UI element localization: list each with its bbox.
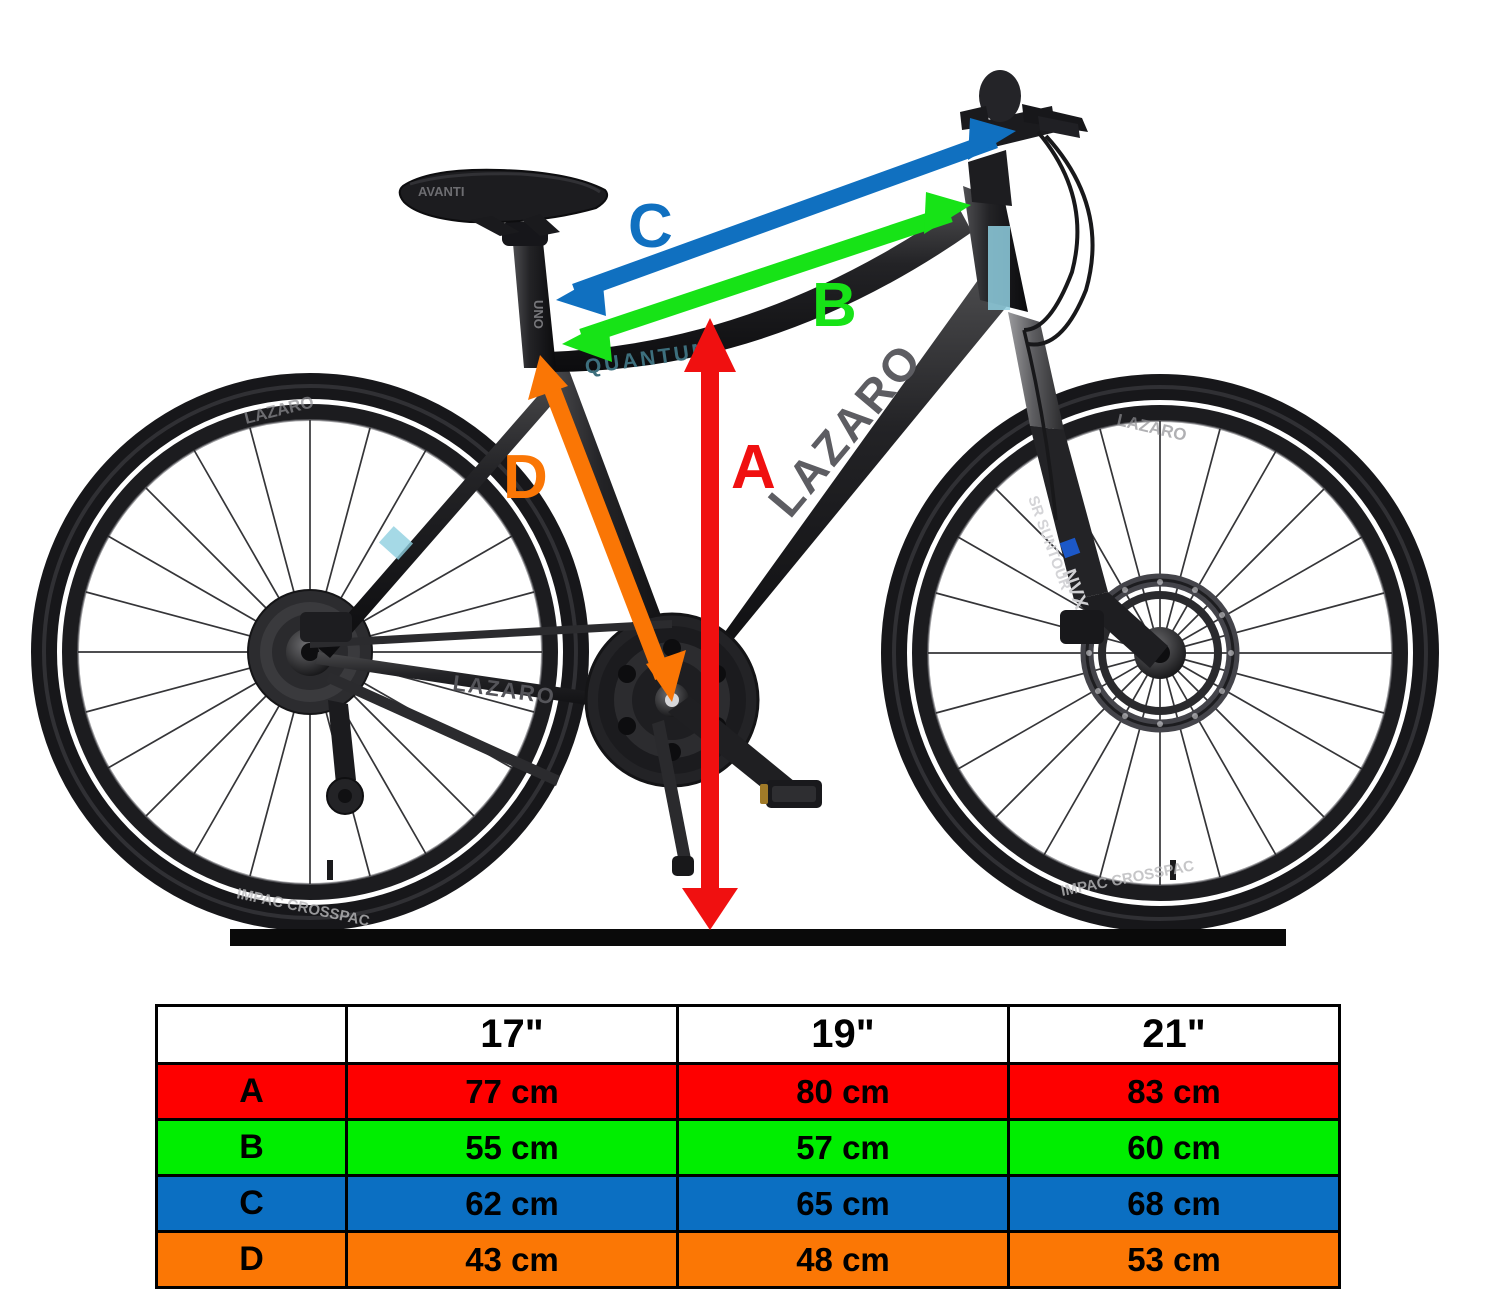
measurement-arrow-c — [556, 118, 1016, 316]
measurement-label-b: B — [812, 271, 857, 340]
cell-a-19: 80 cm — [676, 1062, 1010, 1121]
cell-c-17: 62 cm — [345, 1174, 679, 1233]
seatpost — [512, 232, 556, 368]
chain-and-derailleur — [300, 612, 672, 815]
table-header-size-21: 21" — [1007, 1004, 1341, 1065]
brake-cable-1 — [1023, 130, 1080, 332]
fork-brand-accent — [1059, 537, 1081, 559]
seatpost-brand: UNO — [531, 300, 546, 329]
measurement-arrow-d — [528, 355, 686, 702]
brake-cable-2 — [1027, 134, 1095, 347]
brake-caliper — [1060, 610, 1104, 644]
measurement-arrow-a — [682, 318, 738, 930]
front-disc-rotor — [1080, 573, 1240, 733]
row-key-a: A — [155, 1062, 348, 1121]
seat-stay-accent — [378, 526, 414, 560]
cell-c-19: 65 cm — [676, 1174, 1010, 1233]
saddle-brand: AVANTI — [418, 184, 464, 199]
table-row: D 43 cm 48 cm 53 cm — [155, 1230, 1341, 1289]
measurement-label-c: C — [628, 192, 673, 261]
cell-d-21: 53 cm — [1007, 1230, 1341, 1289]
measurement-label-d: D — [503, 443, 548, 512]
steerer — [968, 150, 1012, 206]
seatpost-and-saddle: UNO AVANTI — [398, 168, 609, 368]
pedal — [760, 780, 822, 808]
cell-a-21: 83 cm — [1007, 1062, 1341, 1121]
measurement-arrow-b — [562, 192, 971, 362]
cell-b-17: 55 cm — [345, 1118, 679, 1177]
cell-d-19: 48 cm — [676, 1230, 1010, 1289]
cell-c-21: 68 cm — [1007, 1174, 1341, 1233]
measurement-label-a: A — [731, 433, 776, 502]
row-key-b: B — [155, 1118, 348, 1177]
ground-line — [230, 929, 1286, 946]
bicycle-illustration: IMPAC CROSSPAC LAZARO — [31, 70, 1439, 946]
table-header-size-19: 19" — [676, 1004, 1010, 1065]
shifter — [1038, 116, 1080, 138]
cell-b-21: 60 cm — [1007, 1118, 1341, 1177]
cell-a-17: 77 cm — [345, 1062, 679, 1121]
kickstand — [652, 720, 694, 876]
rear-derailleur — [300, 612, 364, 815]
saddle: AVANTI — [398, 168, 609, 236]
row-key-d: D — [155, 1230, 348, 1289]
cell-b-19: 57 cm — [676, 1118, 1010, 1177]
front-fork: SR SUNTOUR NVX — [1008, 312, 1168, 668]
table-row: A 77 cm 80 cm 83 cm — [155, 1062, 1341, 1121]
grip-left — [979, 70, 1021, 122]
table-corner-cell — [155, 1004, 348, 1065]
cell-d-17: 43 cm — [345, 1230, 679, 1289]
fork-stanchion — [1008, 312, 1064, 430]
head-tube-accent — [988, 226, 1010, 310]
table-row: B 55 cm 57 cm 60 cm — [155, 1118, 1341, 1177]
frame-size-table: 17" 19" 21" A 77 cm 80 cm 83 cm B 55 cm … — [155, 1004, 1341, 1289]
table-header-size-17: 17" — [345, 1004, 679, 1065]
front-wheel: IMPAC CROSSPAC LAZARO — [881, 374, 1439, 932]
table-row: C 62 cm 65 cm 68 cm — [155, 1174, 1341, 1233]
row-key-c: C — [155, 1174, 348, 1233]
table-header-row: 17" 19" 21" — [155, 1004, 1341, 1065]
brake-hose — [1022, 329, 1058, 521]
bicycle-svg: IMPAC CROSSPAC LAZARO — [31, 70, 1439, 946]
